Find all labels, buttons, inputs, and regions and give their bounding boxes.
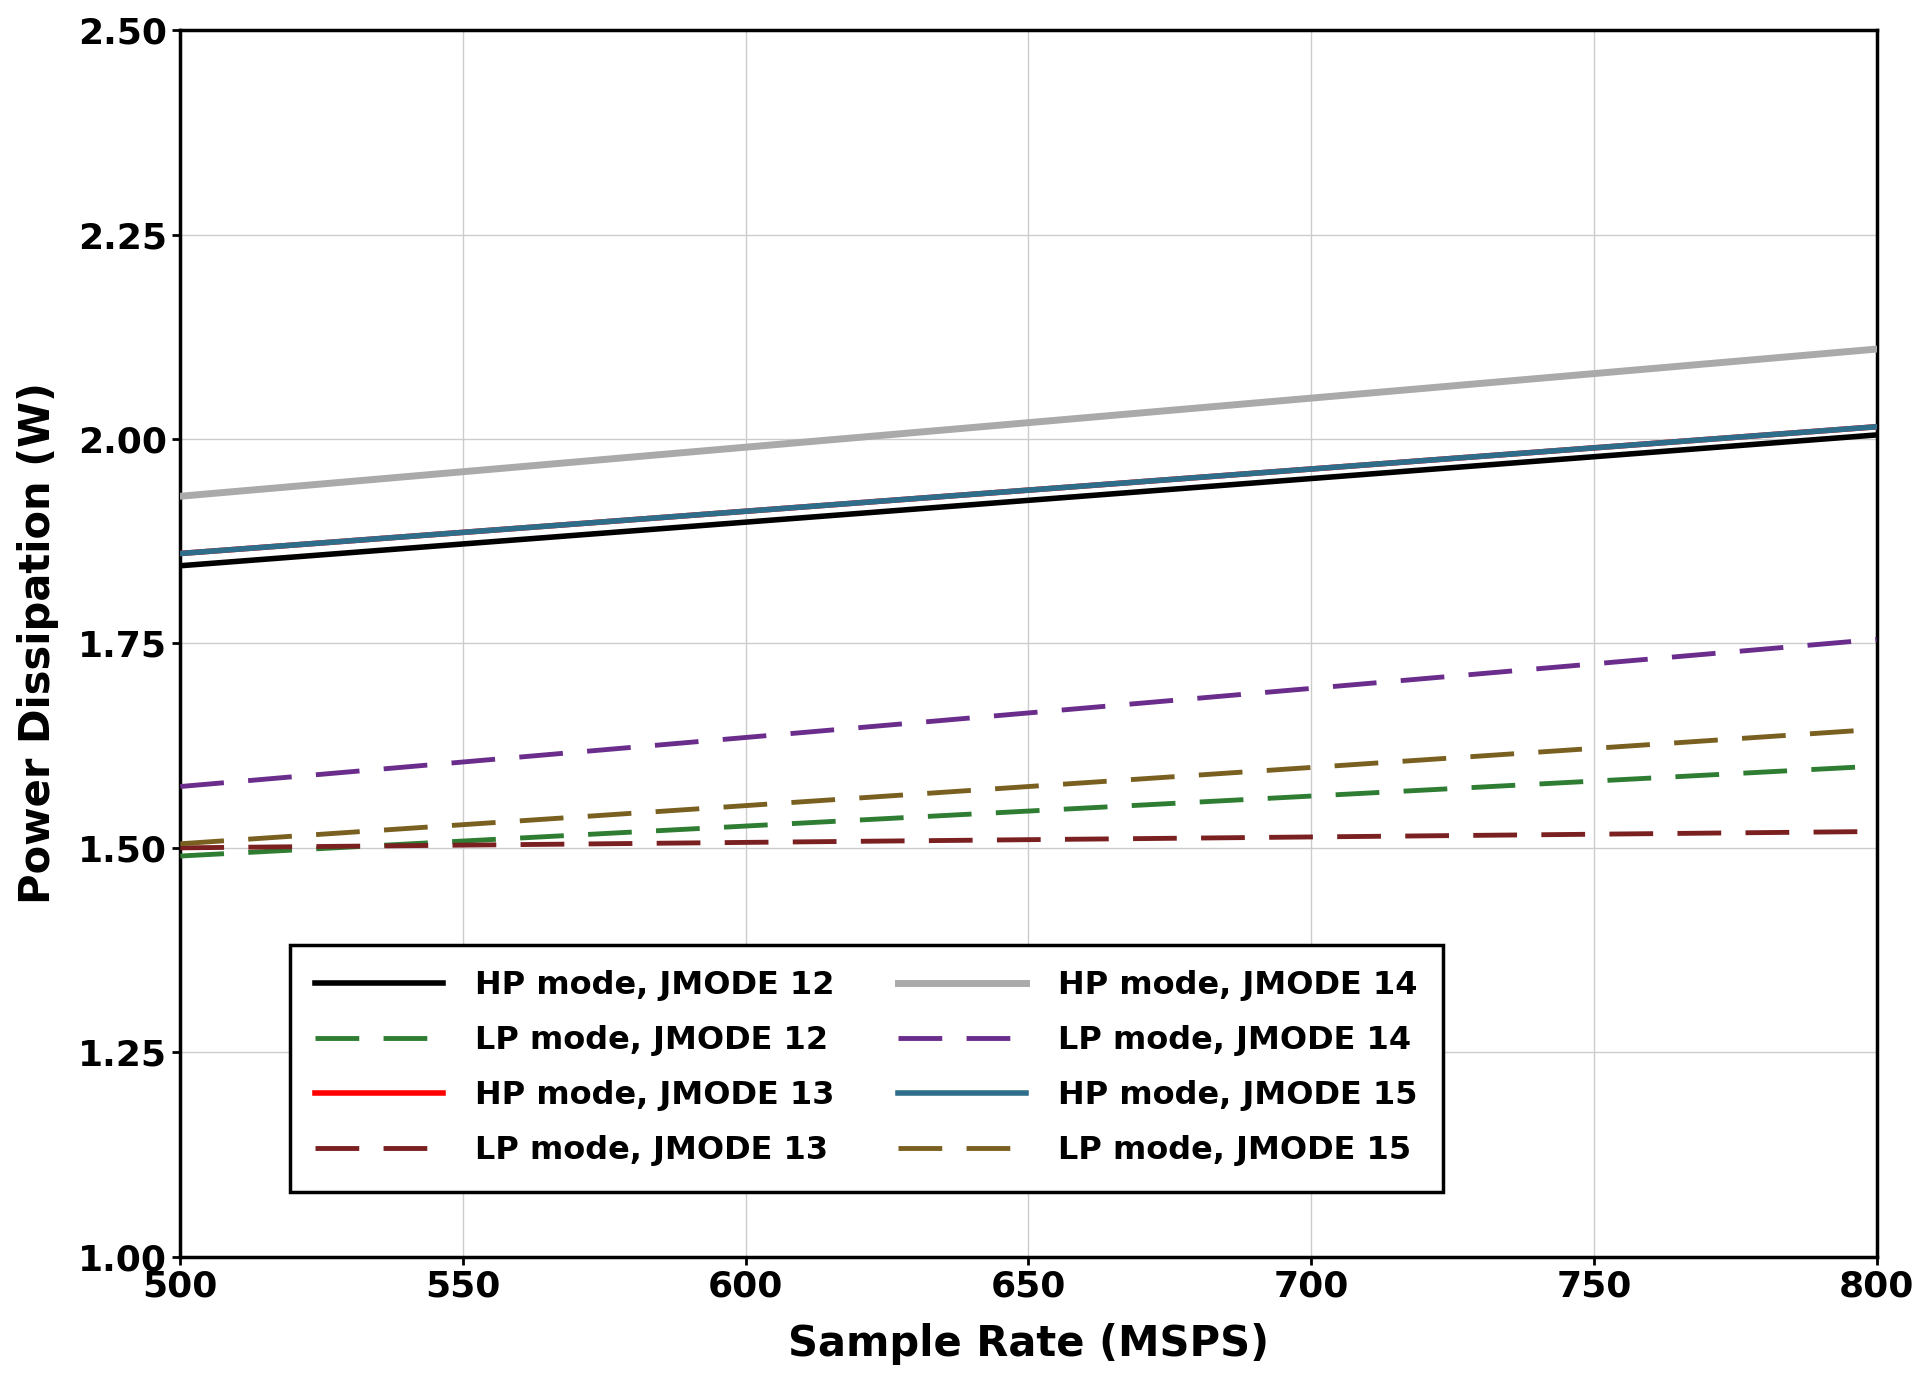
X-axis label: Sample Rate (MSPS): Sample Rate (MSPS) <box>787 1324 1268 1365</box>
Y-axis label: Power Dissipation (W): Power Dissipation (W) <box>17 383 58 904</box>
Legend: HP mode, JMODE 12, LP mode, JMODE 12, HP mode, JMODE 13, LP mode, JMODE 13, HP m: HP mode, JMODE 12, LP mode, JMODE 12, HP… <box>290 945 1442 1191</box>
